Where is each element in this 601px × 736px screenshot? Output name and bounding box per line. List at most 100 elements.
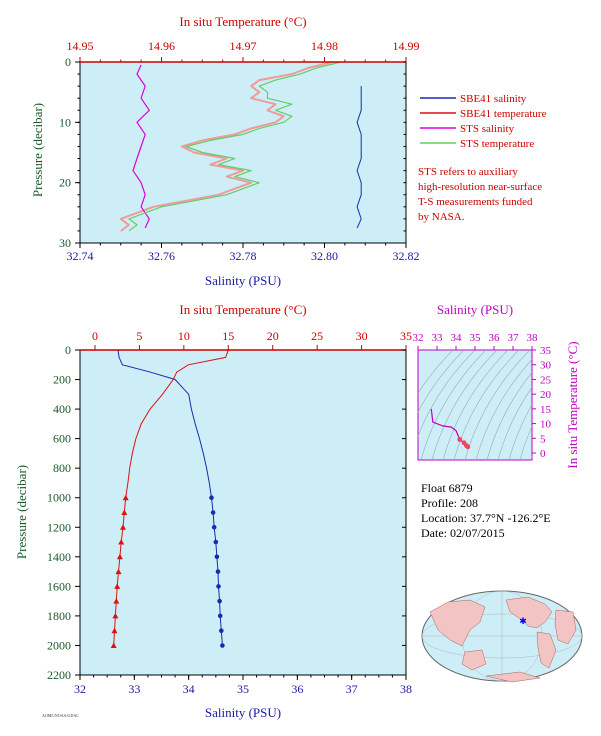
sts-note-line-4: by NASA. xyxy=(418,211,465,223)
sbe41-salinity-line xyxy=(356,86,362,229)
ts-profile-point xyxy=(457,437,463,442)
main-sal-axis-label: Salinity (PSU) xyxy=(205,705,281,720)
ts-sal-tick-label: 36 xyxy=(489,332,501,344)
main-pressure-tick-label: 1600 xyxy=(47,579,71,593)
main-panel: 0 5 10 15 20 25 30 35 32 33 34 35 36 37 38 0 200 400 600 80… xyxy=(14,302,412,720)
main-temp-tick-label: 10 xyxy=(178,329,190,343)
main-pressure-tick-label: 800 xyxy=(53,461,71,475)
salinity-point xyxy=(217,613,223,619)
temperature-point xyxy=(116,553,123,560)
temperature-point xyxy=(120,524,126,530)
top-sal-tick-label: 32.78 xyxy=(230,249,257,263)
top-temp-tick-label: 14.99 xyxy=(393,39,420,53)
sts-temperature-line xyxy=(128,61,341,232)
ts-density-contours xyxy=(418,350,532,460)
top-pressure-axis-label: Pressure (decibar) xyxy=(30,103,45,197)
salinity-point xyxy=(213,539,219,545)
salinity-point xyxy=(210,510,216,515)
ts-density-contour xyxy=(497,386,532,460)
ts-temp-tick-label: 35 xyxy=(540,345,552,357)
temperature-point xyxy=(118,539,125,545)
top-pressure-tick-label: 20 xyxy=(59,176,71,190)
ts-density-contour xyxy=(418,350,476,437)
ts-density-contour xyxy=(420,350,487,460)
ts-temp-axis-label: In situ Temperature (°C) xyxy=(565,341,580,468)
temperature-point xyxy=(111,627,118,634)
ts-density-contour xyxy=(519,425,532,460)
ts-sal-tick-label: 33 xyxy=(432,332,444,344)
top-temp-tick-label: 14.96 xyxy=(148,39,175,53)
ts-density-contour xyxy=(486,371,532,460)
salinity-point xyxy=(217,598,222,604)
ts-density-contour xyxy=(418,350,454,394)
world-map: ✱ xyxy=(421,590,583,683)
ts-density-contour xyxy=(508,404,532,460)
footer-code: AOML/NOAA/GDAC xyxy=(42,713,79,718)
main-sal-tick-label: 32 xyxy=(74,682,86,696)
salinity-point xyxy=(216,584,221,589)
sts-note-line-2: high-resolution near-surface xyxy=(418,181,542,193)
ts-sal-axis-label: Salinity (PSU) xyxy=(437,302,513,317)
ts-temp-tick-label: 30 xyxy=(540,360,552,372)
ts-density-contour xyxy=(418,350,465,413)
location: Location: 37.7°N -126.2°E xyxy=(421,511,551,525)
top-sal-tick-label: 32.80 xyxy=(311,249,338,263)
main-sal-tick-label: 37 xyxy=(346,682,358,696)
main-pressure-tick-label: 200 xyxy=(53,373,71,387)
salinity-profile-line xyxy=(117,349,223,646)
main-series-group xyxy=(110,349,229,648)
main-plot-area xyxy=(79,349,407,676)
ts-density-contour xyxy=(453,350,520,460)
main-pressure-tick-label: 1200 xyxy=(47,520,71,534)
ts-sal-tick-label: 34 xyxy=(451,332,463,344)
top-pressure-tick-label: 10 xyxy=(59,115,71,129)
top-sal-tick-label: 32.76 xyxy=(148,249,175,263)
map-land xyxy=(429,596,577,683)
float-id: Float 6879 xyxy=(421,481,473,495)
legend-label-sts-temperature: STS temperature xyxy=(460,138,534,150)
ts-density-contour xyxy=(475,359,532,460)
ts-sal-tick-label: 32 xyxy=(413,332,424,344)
main-temp-tick-label: 30 xyxy=(356,329,368,343)
temperature-point xyxy=(114,583,121,589)
profile-date: Date: 02/07/2015 xyxy=(421,526,505,540)
sts-note: STS refers to auxiliary high-resolution … xyxy=(418,166,542,223)
sts-note-line-1: STS refers to auxiliary xyxy=(418,166,518,178)
temperature-profile-line xyxy=(113,349,229,646)
ts-profile-point xyxy=(465,444,471,450)
temperature-point xyxy=(115,568,122,575)
top-pressure-tick-label: 0 xyxy=(65,55,71,69)
salinity-point xyxy=(211,525,217,530)
main-sal-tick-label: 33 xyxy=(128,682,140,696)
salinity-point xyxy=(219,628,224,633)
temperature-point xyxy=(110,642,117,648)
ts-temp-tick-label: 10 xyxy=(540,419,552,431)
main-temp-tick-label: 20 xyxy=(267,329,279,343)
top-temp-tick-label: 14.95 xyxy=(67,39,94,53)
ts-temp-tick-label: 5 xyxy=(540,433,546,445)
main-temp-tick-label: 15 xyxy=(222,329,234,343)
top-legend: SBE41 salinity SBE41 temperature STS sal… xyxy=(420,93,547,150)
main-sal-tick-label: 38 xyxy=(400,682,412,696)
sts-salinity-line xyxy=(132,64,150,229)
top-temp-tick-label: 14.97 xyxy=(230,39,257,53)
temperature-point xyxy=(121,509,128,515)
main-pressure-tick-label: 0 xyxy=(65,343,71,357)
top-temp-tick-label: 14.98 xyxy=(311,39,338,53)
map-float-marker: ✱ xyxy=(519,616,527,626)
temperature-point xyxy=(112,612,119,619)
ts-density-contour xyxy=(431,350,498,460)
ts-density-contour xyxy=(442,350,509,460)
main-pressure-tick-label: 1400 xyxy=(47,550,71,564)
salinity-point xyxy=(220,643,225,648)
main-temp-tick-label: 0 xyxy=(92,329,98,343)
ts-axes-group: 32 33 34 35 36 37 38 0 5 10 15 20 25 30 35 xyxy=(413,332,552,460)
top-sal-tick-label: 32.82 xyxy=(393,249,420,263)
float-info: Float 6879 Profile: 208 Location: 37.7°N… xyxy=(421,481,551,540)
salinity-point xyxy=(209,495,214,501)
main-pressure-tick-label: 2200 xyxy=(47,668,71,682)
profile-number: Profile: 208 xyxy=(421,496,478,510)
salinity-point xyxy=(215,569,221,574)
main-pressure-tick-label: 2000 xyxy=(47,638,71,652)
